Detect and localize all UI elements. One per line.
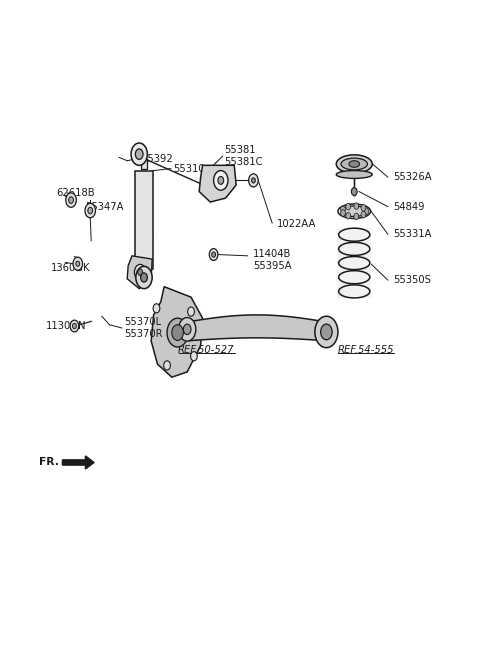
Text: 1022AA: 1022AA [277,219,316,230]
Circle shape [354,203,359,209]
Circle shape [179,318,196,341]
Text: 54849: 54849 [394,201,425,212]
Polygon shape [151,287,203,377]
Ellipse shape [341,206,367,216]
Circle shape [354,213,359,220]
Circle shape [364,208,369,215]
Bar [337,228,372,298]
Circle shape [167,318,188,347]
Circle shape [164,361,170,370]
Text: 55310: 55310 [173,164,204,174]
Bar [135,171,153,269]
Circle shape [76,261,80,266]
Text: 55326A: 55326A [394,172,432,182]
Circle shape [351,188,357,195]
Text: 55347A: 55347A [85,201,124,212]
Polygon shape [199,165,236,202]
Circle shape [135,149,143,159]
Circle shape [183,324,191,335]
Circle shape [131,143,147,165]
Circle shape [72,323,76,329]
Text: 55370L
55370R: 55370L 55370R [124,318,162,338]
Circle shape [209,249,218,260]
Circle shape [315,316,338,348]
Circle shape [321,324,332,340]
Circle shape [218,176,224,184]
Circle shape [252,178,255,183]
Text: 62618B: 62618B [57,188,95,198]
Text: 11404B
55395A: 11404B 55395A [253,249,291,270]
Text: REF.50-527: REF.50-527 [178,345,235,356]
Text: 1360GK: 1360GK [50,263,90,274]
Polygon shape [187,315,326,341]
Circle shape [66,193,76,207]
Circle shape [70,320,79,332]
Ellipse shape [336,171,372,178]
Circle shape [361,211,366,218]
Text: REF.54-555: REF.54-555 [337,345,394,356]
Text: FR.: FR. [39,457,59,468]
Circle shape [361,205,366,211]
Ellipse shape [341,158,368,170]
Circle shape [88,207,93,214]
Text: 55350S: 55350S [394,275,432,285]
Circle shape [172,325,183,340]
Circle shape [212,252,216,257]
Circle shape [141,273,147,282]
Text: 55392: 55392 [142,154,173,164]
Bar [141,159,147,169]
Circle shape [138,269,143,276]
Circle shape [69,197,73,203]
Circle shape [341,210,346,216]
Text: 55381
55381C: 55381 55381C [225,146,263,167]
FancyArrow shape [62,456,94,469]
Circle shape [191,352,197,361]
Text: 55331A: 55331A [394,229,432,239]
Circle shape [73,257,83,270]
Circle shape [249,174,258,187]
Circle shape [214,171,228,190]
Circle shape [346,203,350,210]
Ellipse shape [338,204,371,218]
Circle shape [341,206,346,213]
Circle shape [85,203,96,218]
Circle shape [136,266,152,289]
Text: 1130DN: 1130DN [46,321,86,331]
Ellipse shape [349,161,360,167]
Circle shape [134,264,146,280]
Circle shape [346,213,350,219]
Circle shape [153,304,160,313]
Circle shape [188,307,194,316]
Ellipse shape [336,155,372,173]
Polygon shape [127,256,152,289]
